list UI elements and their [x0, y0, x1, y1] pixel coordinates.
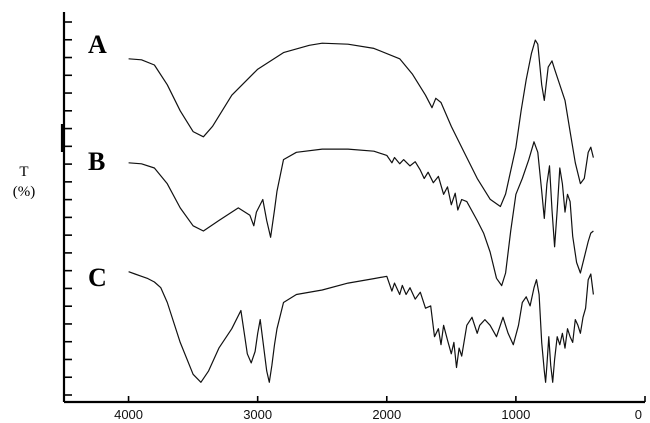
series-layer: A B C [88, 30, 594, 383]
x-tick-label: 4000 [114, 407, 143, 422]
y-axis-label-t: T [19, 164, 28, 180]
series-label-b: B [88, 147, 105, 176]
x-tick-label: 2000 [372, 407, 401, 422]
y-axis-ticks [60, 21, 72, 396]
spectrum-line-a [128, 39, 594, 208]
spectrum-line-b [128, 141, 594, 287]
spectrum-line-c [128, 271, 594, 383]
x-tick-label: 3000 [243, 407, 272, 422]
x-tick-label: 0 [635, 407, 642, 422]
x-axis-ticks: 4000 3000 2000 1000 0 [114, 396, 646, 422]
series-label-a: A [88, 30, 107, 59]
y-axis-label-percent: (%) [13, 184, 36, 200]
x-tick-label: 1000 [501, 407, 530, 422]
series-label-c: C [88, 263, 107, 292]
